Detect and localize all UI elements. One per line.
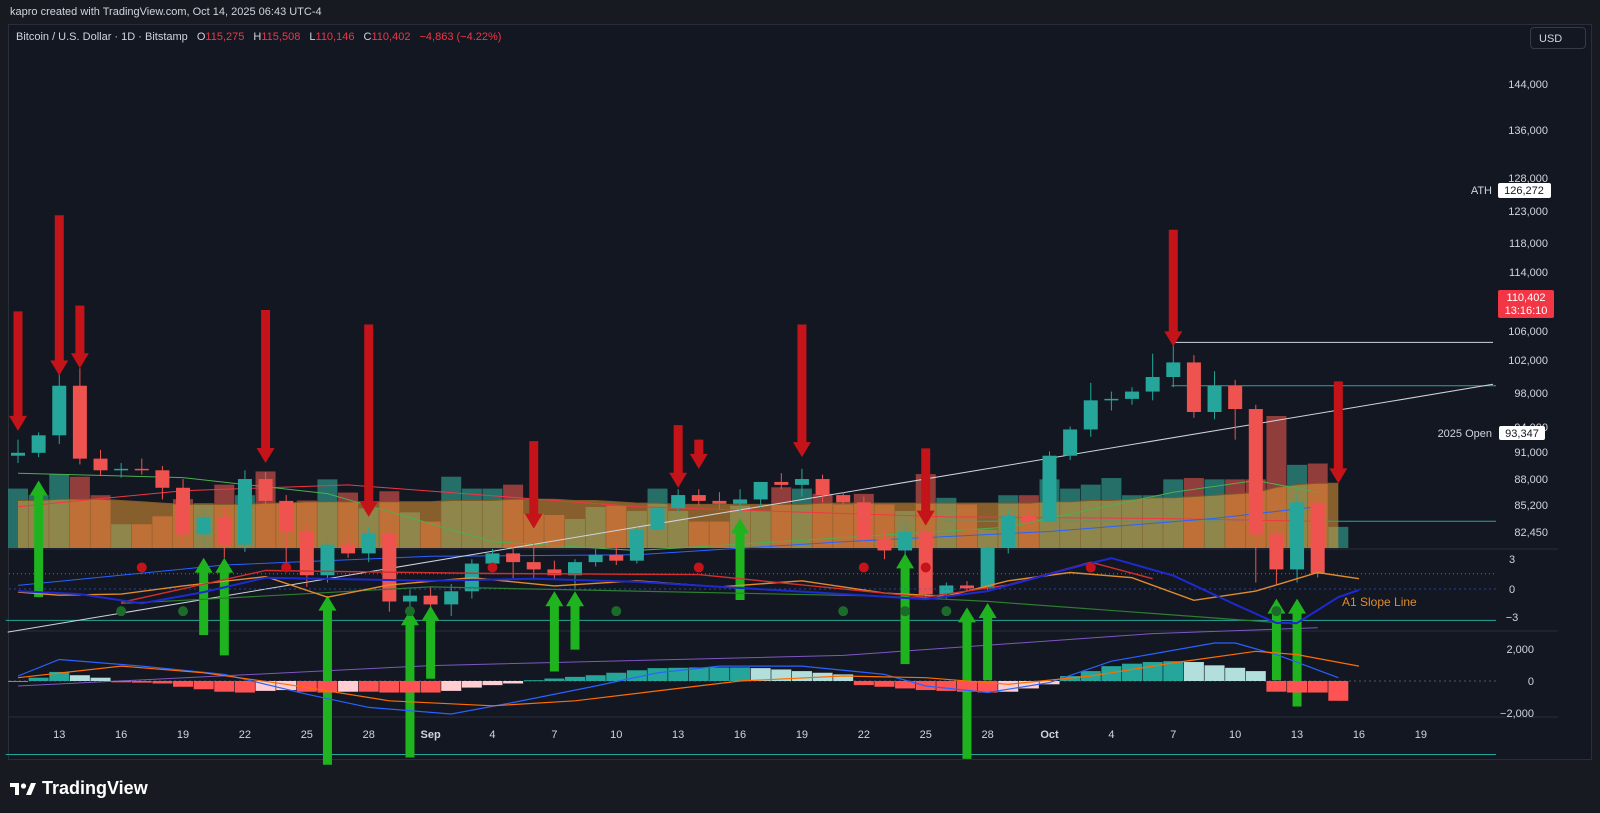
credit-text: kapro created with TradingView.com, Oct …	[10, 6, 322, 18]
currency-button[interactable]: USD	[1530, 27, 1586, 49]
high-label: H	[253, 31, 262, 43]
header-bar: kapro created with TradingView.com, Oct …	[0, 0, 1600, 24]
chart-frame[interactable]	[8, 24, 1592, 760]
low-label: L	[309, 31, 316, 43]
low-value: 110,146	[315, 31, 355, 43]
footer-brand: TradingView	[42, 778, 148, 798]
symbol-name[interactable]: Bitcoin / U.S. Dollar · 1D · Bitstamp	[16, 31, 188, 43]
close-value: 110,402	[371, 31, 411, 43]
high-value: 115,508	[261, 31, 301, 43]
tradingview-logo-icon	[10, 782, 36, 795]
close-label: C	[363, 31, 372, 43]
symbol-legend: Bitcoin / U.S. Dollar · 1D · Bitstamp O1…	[16, 31, 501, 43]
open-value: 115,275	[205, 31, 245, 43]
open-label: O	[196, 31, 206, 43]
tradingview-footer[interactable]: TradingView	[10, 778, 148, 799]
change-value: −4,863 (−4.22%)	[419, 31, 502, 43]
